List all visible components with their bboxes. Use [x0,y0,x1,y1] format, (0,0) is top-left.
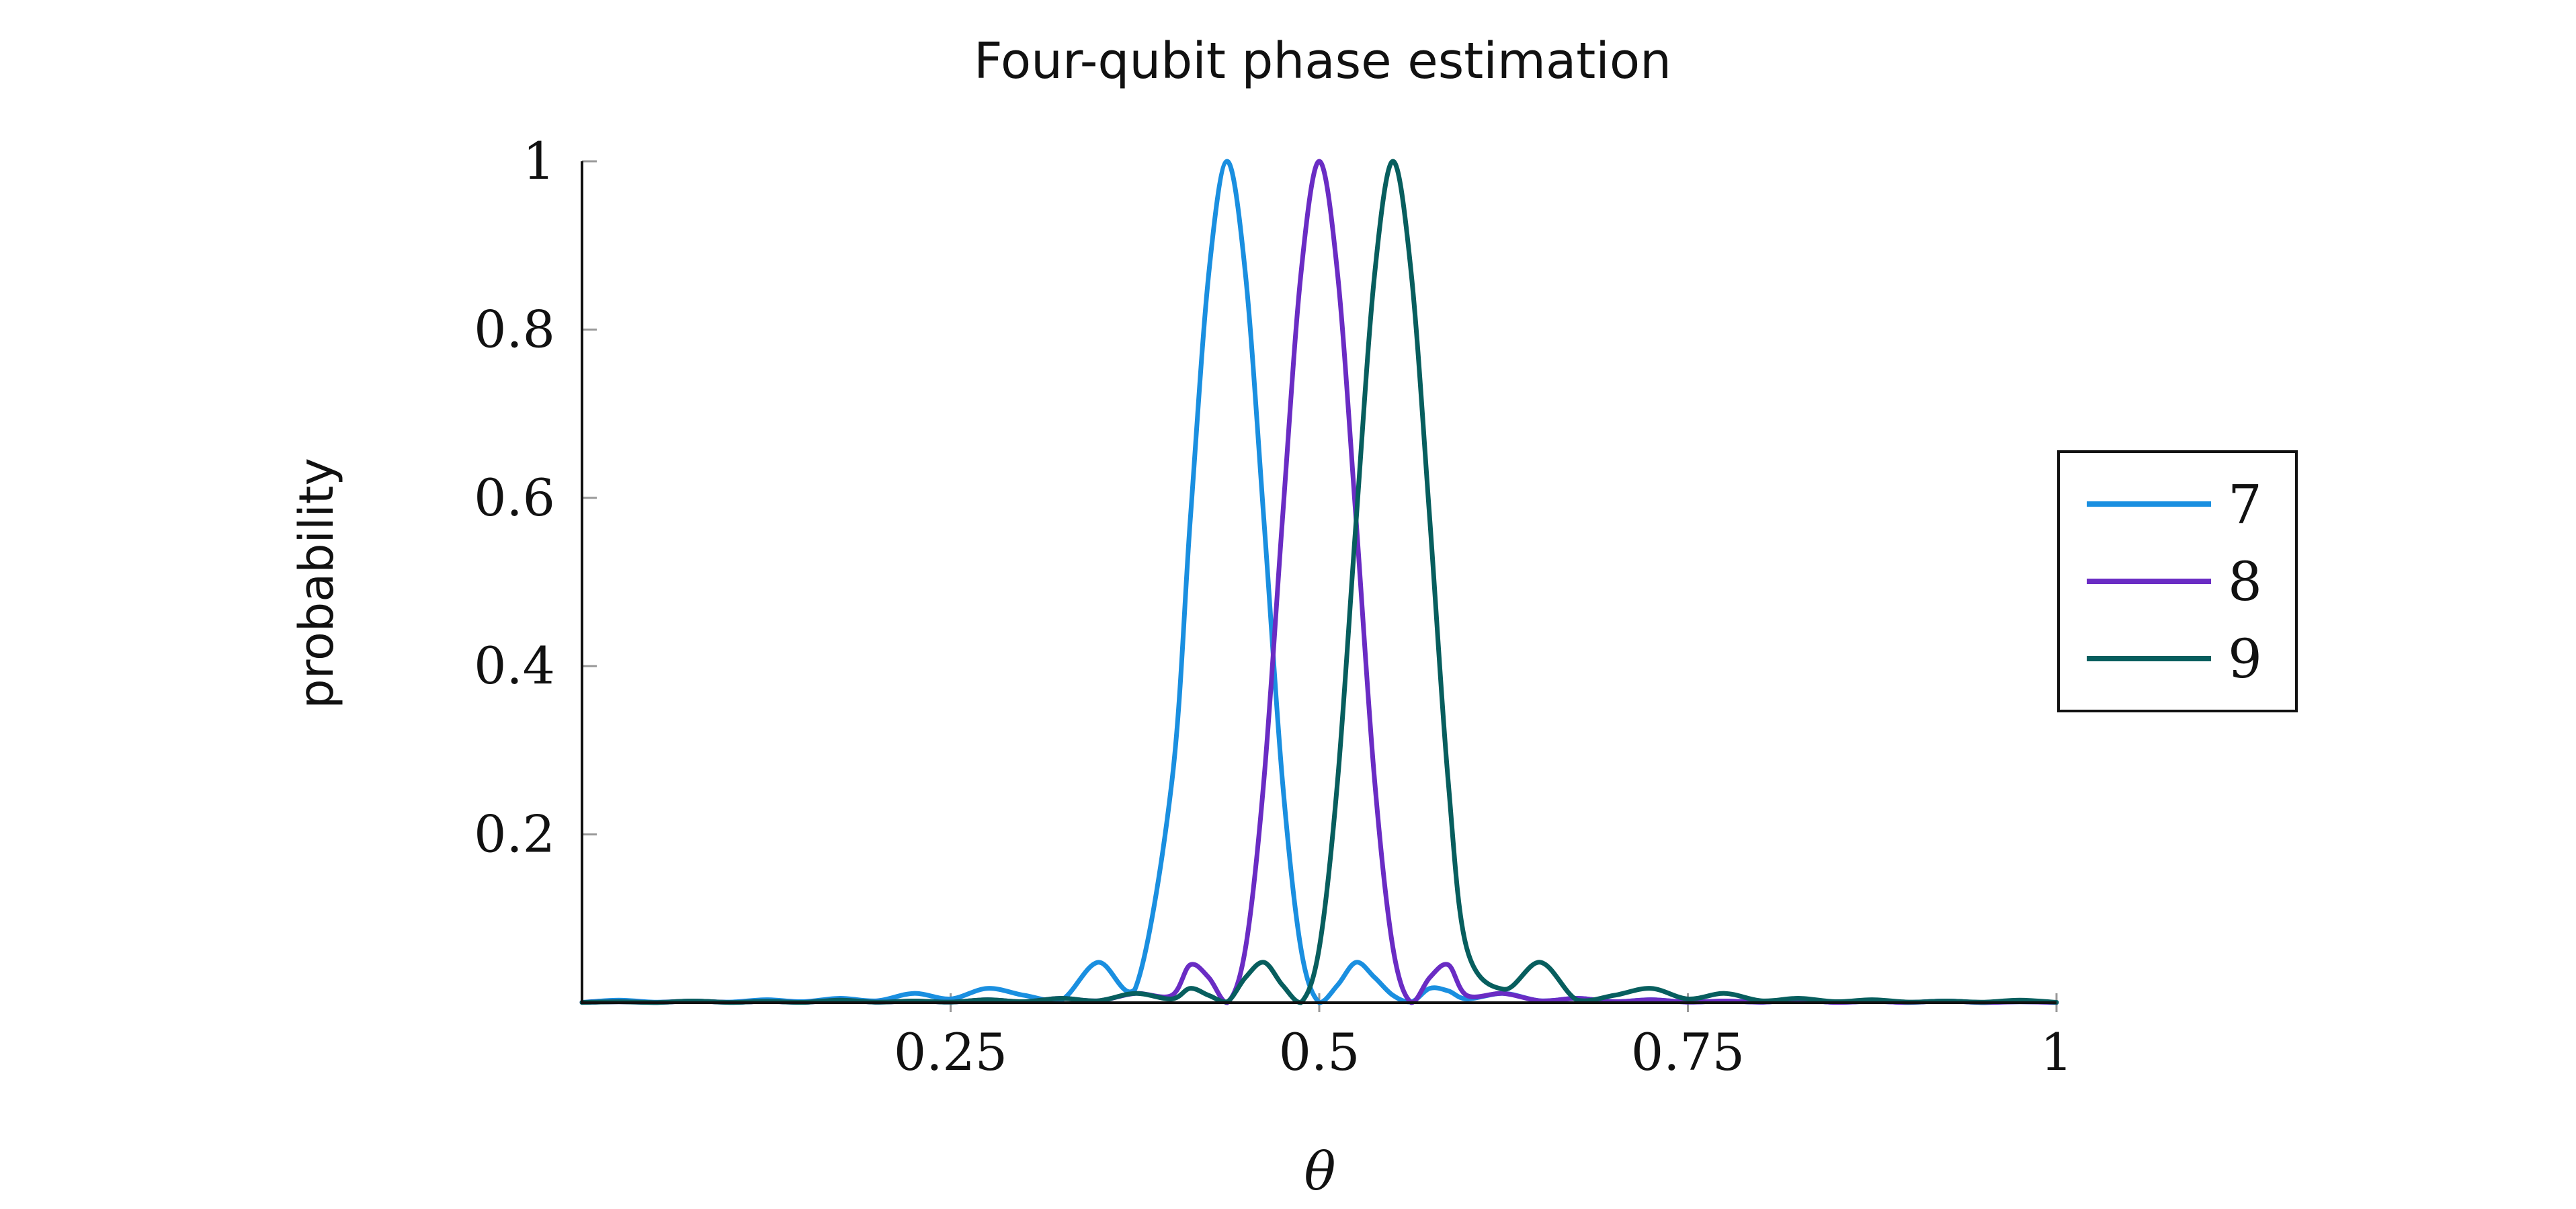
x-axis-label: θ [1304,1142,1336,1202]
legend-label-9: 9 [2228,628,2262,690]
legend-label-7: 7 [2228,473,2262,536]
y-tick-label: 1 [523,131,555,191]
axis-lines [581,161,2056,1004]
y-tick-label: 0.2 [474,804,555,864]
y-tick-label: 0.8 [474,299,555,359]
y-tick-label: 0.4 [474,636,555,696]
x-tick-label: 0.5 [1279,1022,1360,1082]
y-axis-label: probability [289,458,344,708]
series-line-8 [579,159,2059,1005]
x-tick-label: 0.75 [1631,1022,1745,1082]
series-line-7 [579,159,2059,1005]
x-tick-label: 1 [2040,1022,2073,1082]
plot-area [579,159,2059,1005]
series-line-9 [579,159,2059,1005]
axis-ticks: 0.25 0.5 0.75 1 0.2 0.4 0.6 0.8 1 [474,131,2073,1082]
chart-title: Four-qubit phase estimation [974,32,1671,90]
legend: 7 8 9 [2057,450,2298,712]
y-tick-label: 0.6 [474,468,555,528]
legend-label-8: 8 [2228,550,2262,613]
x-tick-label: 0.25 [894,1022,1007,1082]
